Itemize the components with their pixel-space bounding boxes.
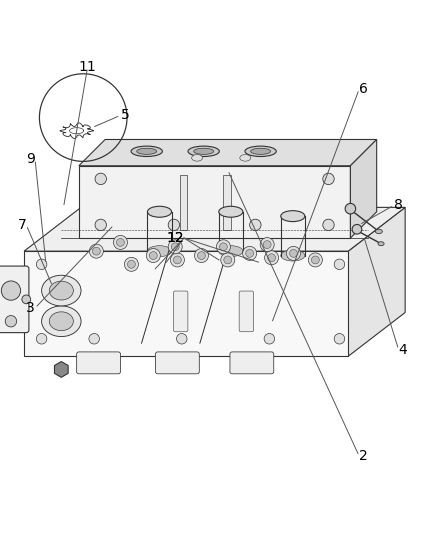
Ellipse shape: [194, 148, 214, 155]
Text: 3: 3: [26, 301, 35, 315]
Ellipse shape: [281, 250, 305, 261]
Text: 12: 12: [166, 231, 184, 245]
Circle shape: [198, 252, 205, 260]
Ellipse shape: [240, 155, 251, 161]
Ellipse shape: [378, 242, 384, 246]
Circle shape: [264, 334, 275, 344]
Circle shape: [224, 256, 232, 264]
Circle shape: [117, 238, 124, 246]
Ellipse shape: [219, 246, 243, 257]
Bar: [180, 175, 187, 230]
Circle shape: [308, 253, 322, 267]
Ellipse shape: [375, 229, 382, 233]
Bar: [223, 175, 231, 230]
Circle shape: [89, 334, 99, 344]
Circle shape: [243, 246, 257, 260]
FancyBboxPatch shape: [173, 291, 188, 332]
Text: 7: 7: [18, 218, 26, 232]
Ellipse shape: [188, 146, 219, 157]
Polygon shape: [79, 140, 377, 166]
Ellipse shape: [245, 146, 276, 157]
Circle shape: [171, 243, 179, 251]
Text: 6: 6: [359, 82, 368, 96]
Text: 2: 2: [359, 449, 368, 463]
Polygon shape: [350, 140, 377, 238]
Circle shape: [95, 173, 106, 184]
Circle shape: [323, 173, 334, 184]
FancyBboxPatch shape: [155, 352, 199, 374]
Circle shape: [124, 257, 138, 271]
Circle shape: [89, 244, 103, 258]
Circle shape: [216, 240, 230, 254]
Ellipse shape: [281, 211, 305, 222]
Circle shape: [260, 238, 274, 252]
Ellipse shape: [192, 155, 202, 161]
FancyBboxPatch shape: [239, 291, 254, 332]
Circle shape: [323, 219, 334, 231]
Circle shape: [113, 236, 127, 249]
Circle shape: [1, 281, 21, 300]
Ellipse shape: [42, 306, 81, 336]
Circle shape: [194, 248, 208, 263]
Circle shape: [22, 295, 31, 304]
Circle shape: [5, 316, 17, 327]
Ellipse shape: [131, 146, 162, 157]
Circle shape: [268, 254, 276, 262]
Polygon shape: [348, 207, 405, 356]
Ellipse shape: [219, 206, 243, 217]
Ellipse shape: [42, 275, 81, 306]
Ellipse shape: [148, 206, 172, 217]
FancyBboxPatch shape: [0, 266, 29, 333]
Circle shape: [149, 252, 157, 260]
Circle shape: [36, 334, 47, 344]
Circle shape: [334, 334, 345, 344]
FancyBboxPatch shape: [230, 352, 274, 374]
Circle shape: [265, 251, 279, 265]
Ellipse shape: [49, 281, 74, 300]
Polygon shape: [79, 166, 350, 238]
Circle shape: [311, 256, 319, 264]
FancyBboxPatch shape: [77, 352, 120, 374]
Circle shape: [173, 256, 181, 264]
Circle shape: [345, 204, 356, 214]
Circle shape: [177, 334, 187, 344]
Circle shape: [168, 219, 180, 231]
Circle shape: [286, 246, 300, 260]
Polygon shape: [24, 207, 405, 251]
Text: 5: 5: [120, 108, 129, 123]
Circle shape: [92, 247, 100, 255]
Circle shape: [334, 259, 345, 270]
Text: 9: 9: [26, 152, 35, 166]
Ellipse shape: [137, 148, 157, 155]
Circle shape: [146, 248, 160, 263]
Circle shape: [168, 240, 182, 254]
Circle shape: [95, 219, 106, 231]
Circle shape: [170, 253, 184, 267]
Polygon shape: [24, 251, 348, 356]
Ellipse shape: [49, 312, 74, 330]
Text: 4: 4: [399, 343, 407, 357]
Ellipse shape: [148, 246, 172, 257]
Text: 12: 12: [166, 231, 184, 245]
Text: 11: 11: [79, 60, 96, 74]
Circle shape: [221, 253, 235, 267]
Circle shape: [250, 219, 261, 231]
Ellipse shape: [251, 148, 271, 155]
Circle shape: [352, 224, 362, 234]
Circle shape: [246, 249, 254, 257]
Circle shape: [36, 259, 47, 270]
Circle shape: [263, 241, 271, 248]
Circle shape: [290, 249, 297, 257]
Circle shape: [219, 243, 227, 251]
Circle shape: [127, 260, 135, 268]
Text: 8: 8: [394, 198, 403, 212]
